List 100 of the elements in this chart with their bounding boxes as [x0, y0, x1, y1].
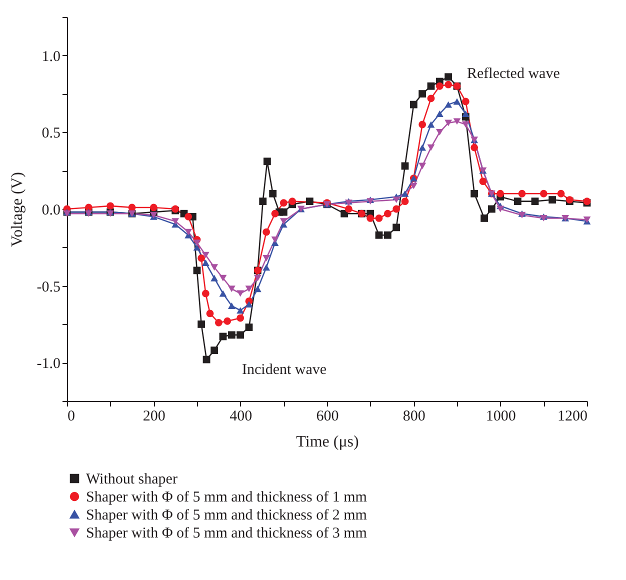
point	[262, 254, 270, 262]
point	[193, 240, 201, 246]
point	[548, 196, 556, 204]
point	[219, 290, 227, 297]
point	[444, 73, 452, 81]
point	[340, 210, 348, 218]
x-tick-label: 0	[68, 408, 75, 424]
point	[496, 190, 504, 198]
point	[280, 218, 288, 224]
point	[206, 310, 214, 318]
point	[228, 286, 236, 292]
point	[198, 320, 206, 328]
point	[557, 190, 565, 198]
point	[219, 274, 227, 282]
point	[193, 244, 201, 251]
x-tick-label: 600	[316, 408, 339, 424]
point	[280, 199, 288, 207]
point	[262, 228, 270, 236]
point	[453, 98, 461, 105]
point	[84, 204, 92, 212]
point	[470, 144, 478, 152]
point	[259, 198, 267, 206]
y-tick-label: 0.5	[42, 126, 60, 142]
point	[462, 110, 470, 117]
x-tick-label: 200	[142, 408, 166, 424]
legend-label: Without shaper	[86, 472, 178, 488]
point	[392, 196, 400, 203]
point	[427, 144, 435, 151]
point	[384, 210, 392, 218]
point	[488, 205, 496, 213]
x-tick-label: 1000	[486, 408, 516, 424]
point	[418, 90, 426, 98]
x-tick-label: 800	[402, 408, 426, 424]
point	[392, 205, 400, 213]
point	[418, 144, 426, 151]
point	[263, 158, 271, 166]
point	[245, 301, 253, 308]
point	[444, 120, 452, 126]
point	[236, 290, 244, 297]
point	[128, 204, 136, 212]
point	[254, 286, 262, 292]
y-tick-label: -0.5	[36, 279, 60, 296]
point	[172, 218, 180, 224]
point	[193, 266, 201, 274]
point	[202, 252, 210, 258]
y-tick-label: 0.0	[42, 202, 60, 218]
point	[427, 82, 435, 90]
point	[410, 182, 418, 190]
point	[269, 190, 277, 198]
point	[418, 162, 426, 170]
point	[518, 190, 526, 198]
point	[344, 205, 352, 213]
point	[427, 121, 435, 128]
annotation: Reflected wave	[467, 66, 560, 82]
point	[271, 210, 279, 218]
point	[462, 98, 470, 106]
point	[184, 228, 192, 236]
point	[514, 198, 522, 206]
point	[236, 314, 244, 322]
point	[106, 202, 114, 210]
point	[384, 231, 392, 239]
x-tick-label: 400	[230, 408, 252, 424]
point	[214, 318, 222, 326]
point	[410, 100, 418, 108]
point	[184, 212, 192, 220]
annotation: Incident wave	[242, 362, 327, 378]
point	[453, 118, 461, 125]
point	[280, 208, 288, 216]
point	[462, 121, 470, 128]
point	[479, 178, 487, 186]
y-tick-label: -1.0	[36, 356, 60, 372]
point	[470, 190, 478, 198]
legend-label: Shaper with Φ of 5 mm and thickness of 1 mm	[86, 490, 368, 506]
point	[496, 206, 504, 212]
point	[540, 190, 548, 198]
point	[202, 290, 210, 298]
legend-label: Shaper with Φ of 5 mm and thickness of 2 mm	[86, 508, 368, 524]
point	[210, 274, 218, 282]
point	[245, 324, 253, 331]
point	[210, 264, 218, 271]
point	[375, 214, 383, 222]
legend-label: Shaper with Φ of 5 mm and thickness of 3 mm	[86, 526, 368, 542]
point	[427, 94, 435, 102]
point	[202, 260, 210, 266]
point	[262, 264, 270, 271]
point	[210, 346, 218, 354]
point	[228, 331, 236, 339]
point	[480, 214, 488, 222]
point	[531, 198, 539, 206]
point	[198, 254, 206, 262]
point	[228, 302, 236, 309]
point	[401, 190, 409, 197]
point	[271, 236, 279, 243]
point	[401, 198, 409, 206]
point	[236, 331, 244, 339]
y-tick-label: 1.0	[42, 48, 60, 65]
point	[418, 120, 426, 128]
point	[150, 204, 158, 212]
point	[254, 274, 262, 282]
point	[245, 286, 253, 292]
